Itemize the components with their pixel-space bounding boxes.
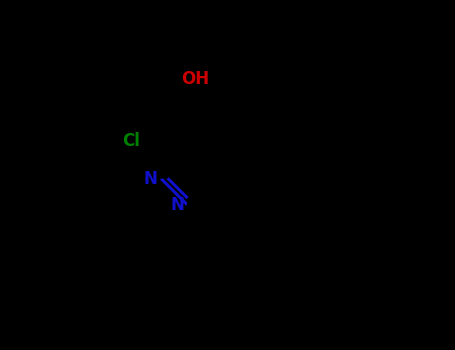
Text: OH: OH [181,70,209,88]
Text: N: N [144,169,157,188]
Text: Cl: Cl [122,132,140,150]
Text: N: N [171,196,184,214]
